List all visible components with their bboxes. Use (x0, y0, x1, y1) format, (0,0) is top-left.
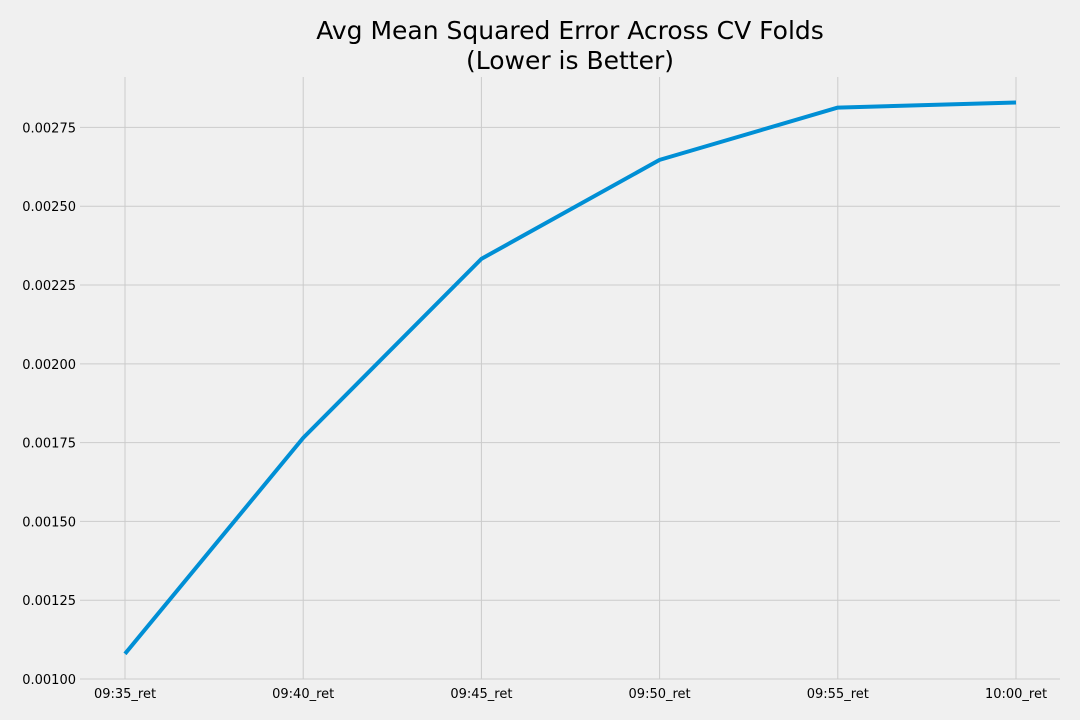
x-tick-label: 09:55_ret (807, 687, 869, 702)
y-tick-label: 0.00100 (22, 673, 76, 688)
chart-title: Avg Mean Squared Error Across CV Folds (316, 16, 824, 45)
series-line-0 (123, 100, 1017, 656)
x-tick-label: 09:35_ret (94, 687, 156, 702)
y-tick-label: 0.00150 (22, 515, 76, 530)
y-tick-label: 0.00275 (22, 121, 76, 136)
y-tick-label: 0.00250 (22, 200, 76, 215)
y-tick-label: 0.00175 (22, 437, 76, 452)
y-tick-label: 0.00125 (22, 594, 76, 609)
chart-subtitle: (Lower is Better) (466, 46, 674, 75)
grid (80, 77, 1060, 680)
x-tick-label: 10:00_ret (985, 687, 1047, 702)
x-axis-ticks: 09:35_ret 09:40_ret 09:45_ret 09:50_ret 09:5… (94, 687, 1047, 702)
y-tick-label: 0.00225 (22, 279, 76, 294)
x-tick-label: 09:50_ret (629, 687, 691, 702)
x-tick-label: 09:45_ret (450, 687, 512, 702)
y-axis-ticks: 0.00100 0.00125 0.00150 0.00175 0.00200 0.002… (22, 121, 76, 688)
series-layer (123, 100, 1017, 656)
x-tick-label: 09:40_ret (272, 687, 334, 702)
y-tick-label: 0.00200 (22, 358, 76, 373)
